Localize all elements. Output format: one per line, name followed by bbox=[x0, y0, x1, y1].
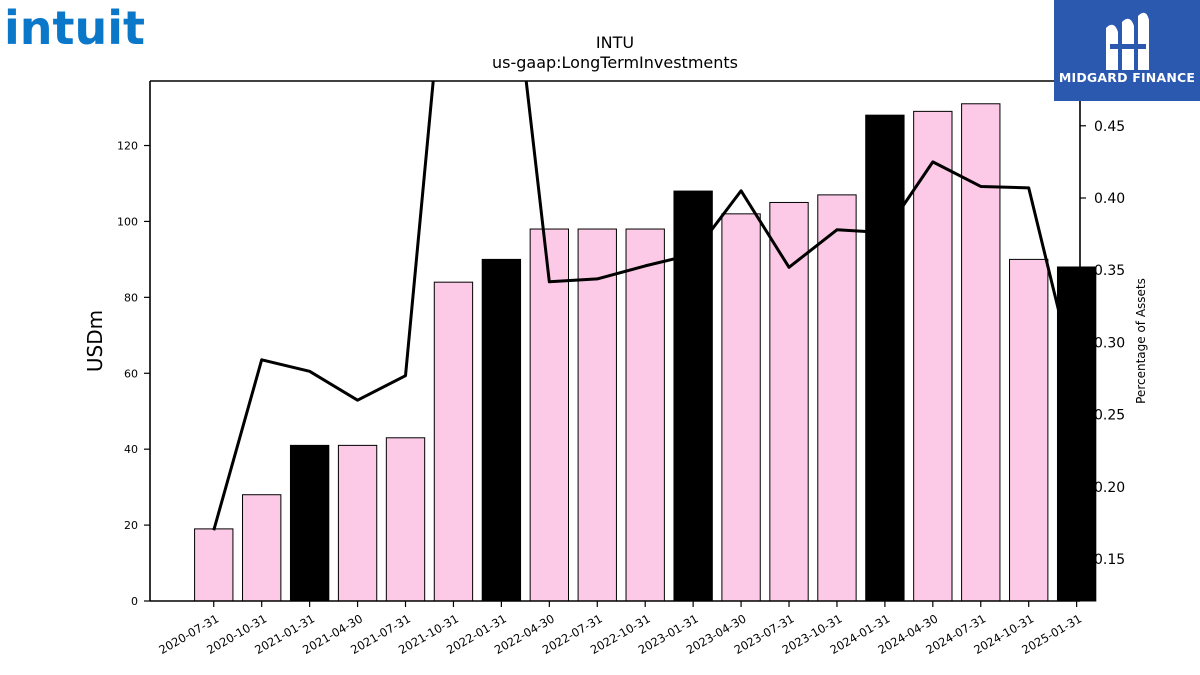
y-tick-label: 20 bbox=[124, 519, 138, 532]
bar-2023-07-31 bbox=[769, 201, 809, 602]
bar-2021-01-31 bbox=[289, 444, 330, 602]
y-tick-label: 80 bbox=[124, 291, 138, 304]
y2-tick-label: 0.35 bbox=[1094, 263, 1125, 279]
y-tick-label: 40 bbox=[124, 443, 138, 456]
y2-tick-label: 0.15 bbox=[1094, 552, 1125, 568]
bar-2025-01-31 bbox=[1056, 266, 1097, 602]
chart-subtitle: us-gaap:LongTermInvestments bbox=[492, 53, 738, 72]
line-group bbox=[212, 81, 1080, 531]
bar-2022-10-31 bbox=[625, 228, 665, 602]
bar-2024-01-31 bbox=[865, 114, 905, 602]
y-tick-label: 0 bbox=[131, 595, 138, 608]
y2-tick-label: 0.45 bbox=[1094, 119, 1125, 135]
intuit-logo: intuit bbox=[4, 1, 154, 55]
y-tick-label: 100 bbox=[117, 215, 138, 228]
bar-2022-07-31 bbox=[577, 228, 617, 602]
bar-2022-01-31 bbox=[481, 258, 522, 602]
chart-title: INTU bbox=[596, 33, 634, 52]
midgard-mark-icon bbox=[1106, 12, 1149, 71]
y2-tick-label: 0.40 bbox=[1094, 191, 1125, 207]
bar-2023-01-31 bbox=[673, 190, 713, 602]
y-tick-label: 120 bbox=[117, 140, 138, 153]
intuit-logo-text: intuit bbox=[4, 2, 145, 54]
y-tick-label: 60 bbox=[124, 367, 138, 380]
midgard-finance-text: MIDGARD FINANCE bbox=[1058, 70, 1196, 85]
y2-tick-label: 0.25 bbox=[1094, 408, 1125, 424]
bar-2023-10-31 bbox=[817, 194, 857, 602]
bar-2024-04-30 bbox=[913, 110, 953, 602]
bar-2023-04-30 bbox=[721, 213, 761, 602]
bar-2024-10-31 bbox=[1009, 258, 1049, 602]
bar-2022-04-30 bbox=[529, 228, 569, 602]
percentage-line bbox=[212, 81, 1080, 531]
bar-2021-04-30 bbox=[337, 444, 378, 602]
bar-2021-07-31 bbox=[385, 437, 426, 602]
midgard-finance-logo: MIDGARD FINANCE bbox=[1054, 0, 1200, 101]
bar-2020-10-31 bbox=[242, 494, 282, 602]
bar-2021-10-31 bbox=[433, 281, 474, 602]
bar-2020-07-31 bbox=[194, 528, 234, 602]
bars-group bbox=[194, 103, 1097, 602]
y2-tick-label: 0.30 bbox=[1094, 335, 1125, 351]
y-axis-label: USDm bbox=[83, 310, 107, 372]
y2-axis-label: Percentage of Assets bbox=[1134, 278, 1148, 404]
y2-tick-label: 0.20 bbox=[1094, 480, 1125, 496]
